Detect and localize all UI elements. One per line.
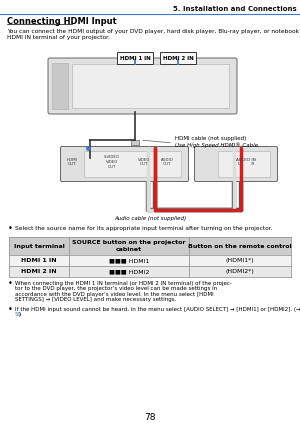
Text: ■■■ HDMI1: ■■■ HDMI1 xyxy=(109,258,149,263)
Text: 59: 59 xyxy=(15,312,22,317)
Text: 78: 78 xyxy=(144,412,156,421)
Text: Connecting HDMI Input: Connecting HDMI Input xyxy=(7,16,117,25)
Text: AUDIO IN
L        R: AUDIO IN L R xyxy=(236,158,256,166)
Text: accordance with the DVD player’s video level. In the menu select [HDMI: accordance with the DVD player’s video l… xyxy=(15,291,214,297)
FancyBboxPatch shape xyxy=(84,151,181,177)
Text: HDMI
OUT: HDMI OUT xyxy=(67,158,77,166)
Text: 5. Installation and Connections: 5. Installation and Connections xyxy=(173,6,297,12)
Text: Select the source name for its appropriate input terminal after turning on the p: Select the source name for its appropria… xyxy=(15,225,272,231)
FancyBboxPatch shape xyxy=(218,151,270,177)
Text: You can connect the HDMI output of your DVD player, hard disk player, Blu-ray pl: You can connect the HDMI output of your … xyxy=(7,28,300,33)
Text: ■■■ HDMI2: ■■■ HDMI2 xyxy=(109,269,149,274)
Text: SETTINGS] → [VIDEO LEVEL] and make necessary settings.: SETTINGS] → [VIDEO LEVEL] and make neces… xyxy=(15,297,176,302)
Text: •: • xyxy=(8,305,13,313)
Text: HDMI 2 IN: HDMI 2 IN xyxy=(163,55,194,60)
FancyBboxPatch shape xyxy=(61,146,188,181)
Text: AUDIO
OUT: AUDIO OUT xyxy=(160,158,173,166)
Text: HDMI 1 IN: HDMI 1 IN xyxy=(120,55,150,60)
Text: Use High Speed HDMI® Cable.: Use High Speed HDMI® Cable. xyxy=(175,142,260,148)
Text: Audio cable (not supplied): Audio cable (not supplied) xyxy=(114,215,186,220)
Text: SOURCE button on the projector
cabinet: SOURCE button on the projector cabinet xyxy=(72,240,186,252)
Text: Button on the remote control: Button on the remote control xyxy=(188,244,292,248)
Text: tor to the DVD player, the projector’s video level can be made settings in: tor to the DVD player, the projector’s v… xyxy=(15,286,217,291)
FancyBboxPatch shape xyxy=(48,58,237,114)
Bar xyxy=(9,266,291,277)
FancyBboxPatch shape xyxy=(194,146,278,181)
Text: HDMI 2 IN: HDMI 2 IN xyxy=(21,269,57,274)
Bar xyxy=(9,237,291,255)
Text: •: • xyxy=(8,278,13,288)
Text: (HDMI1*): (HDMI1*) xyxy=(226,258,254,263)
Text: •: • xyxy=(8,223,13,233)
Text: VIDEO
OUT: VIDEO OUT xyxy=(138,158,150,166)
Text: S-VIDEO
VIDEO
OUT: S-VIDEO VIDEO OUT xyxy=(104,155,120,169)
FancyBboxPatch shape xyxy=(160,52,196,64)
FancyBboxPatch shape xyxy=(52,63,68,109)
Text: When connecting the HDMI 1 IN terminal (or HDMI 2 IN terminal) of the projec-: When connecting the HDMI 1 IN terminal (… xyxy=(15,280,232,286)
Text: HDMI cable (not supplied): HDMI cable (not supplied) xyxy=(175,135,246,140)
FancyBboxPatch shape xyxy=(131,140,139,145)
FancyBboxPatch shape xyxy=(72,64,229,108)
FancyBboxPatch shape xyxy=(117,52,153,64)
Text: If the HDMI input sound cannot be heard, in the menu select [AUDIO SELECT] → [HD: If the HDMI input sound cannot be heard,… xyxy=(15,307,300,311)
Text: ): ) xyxy=(19,312,21,317)
Text: (HDMI2*): (HDMI2*) xyxy=(226,269,254,274)
Bar xyxy=(9,255,291,266)
Text: HDMI 1 IN: HDMI 1 IN xyxy=(21,258,57,263)
Text: HDMI IN terminal of your projector.: HDMI IN terminal of your projector. xyxy=(7,35,110,39)
Text: Input terminal: Input terminal xyxy=(14,244,64,248)
